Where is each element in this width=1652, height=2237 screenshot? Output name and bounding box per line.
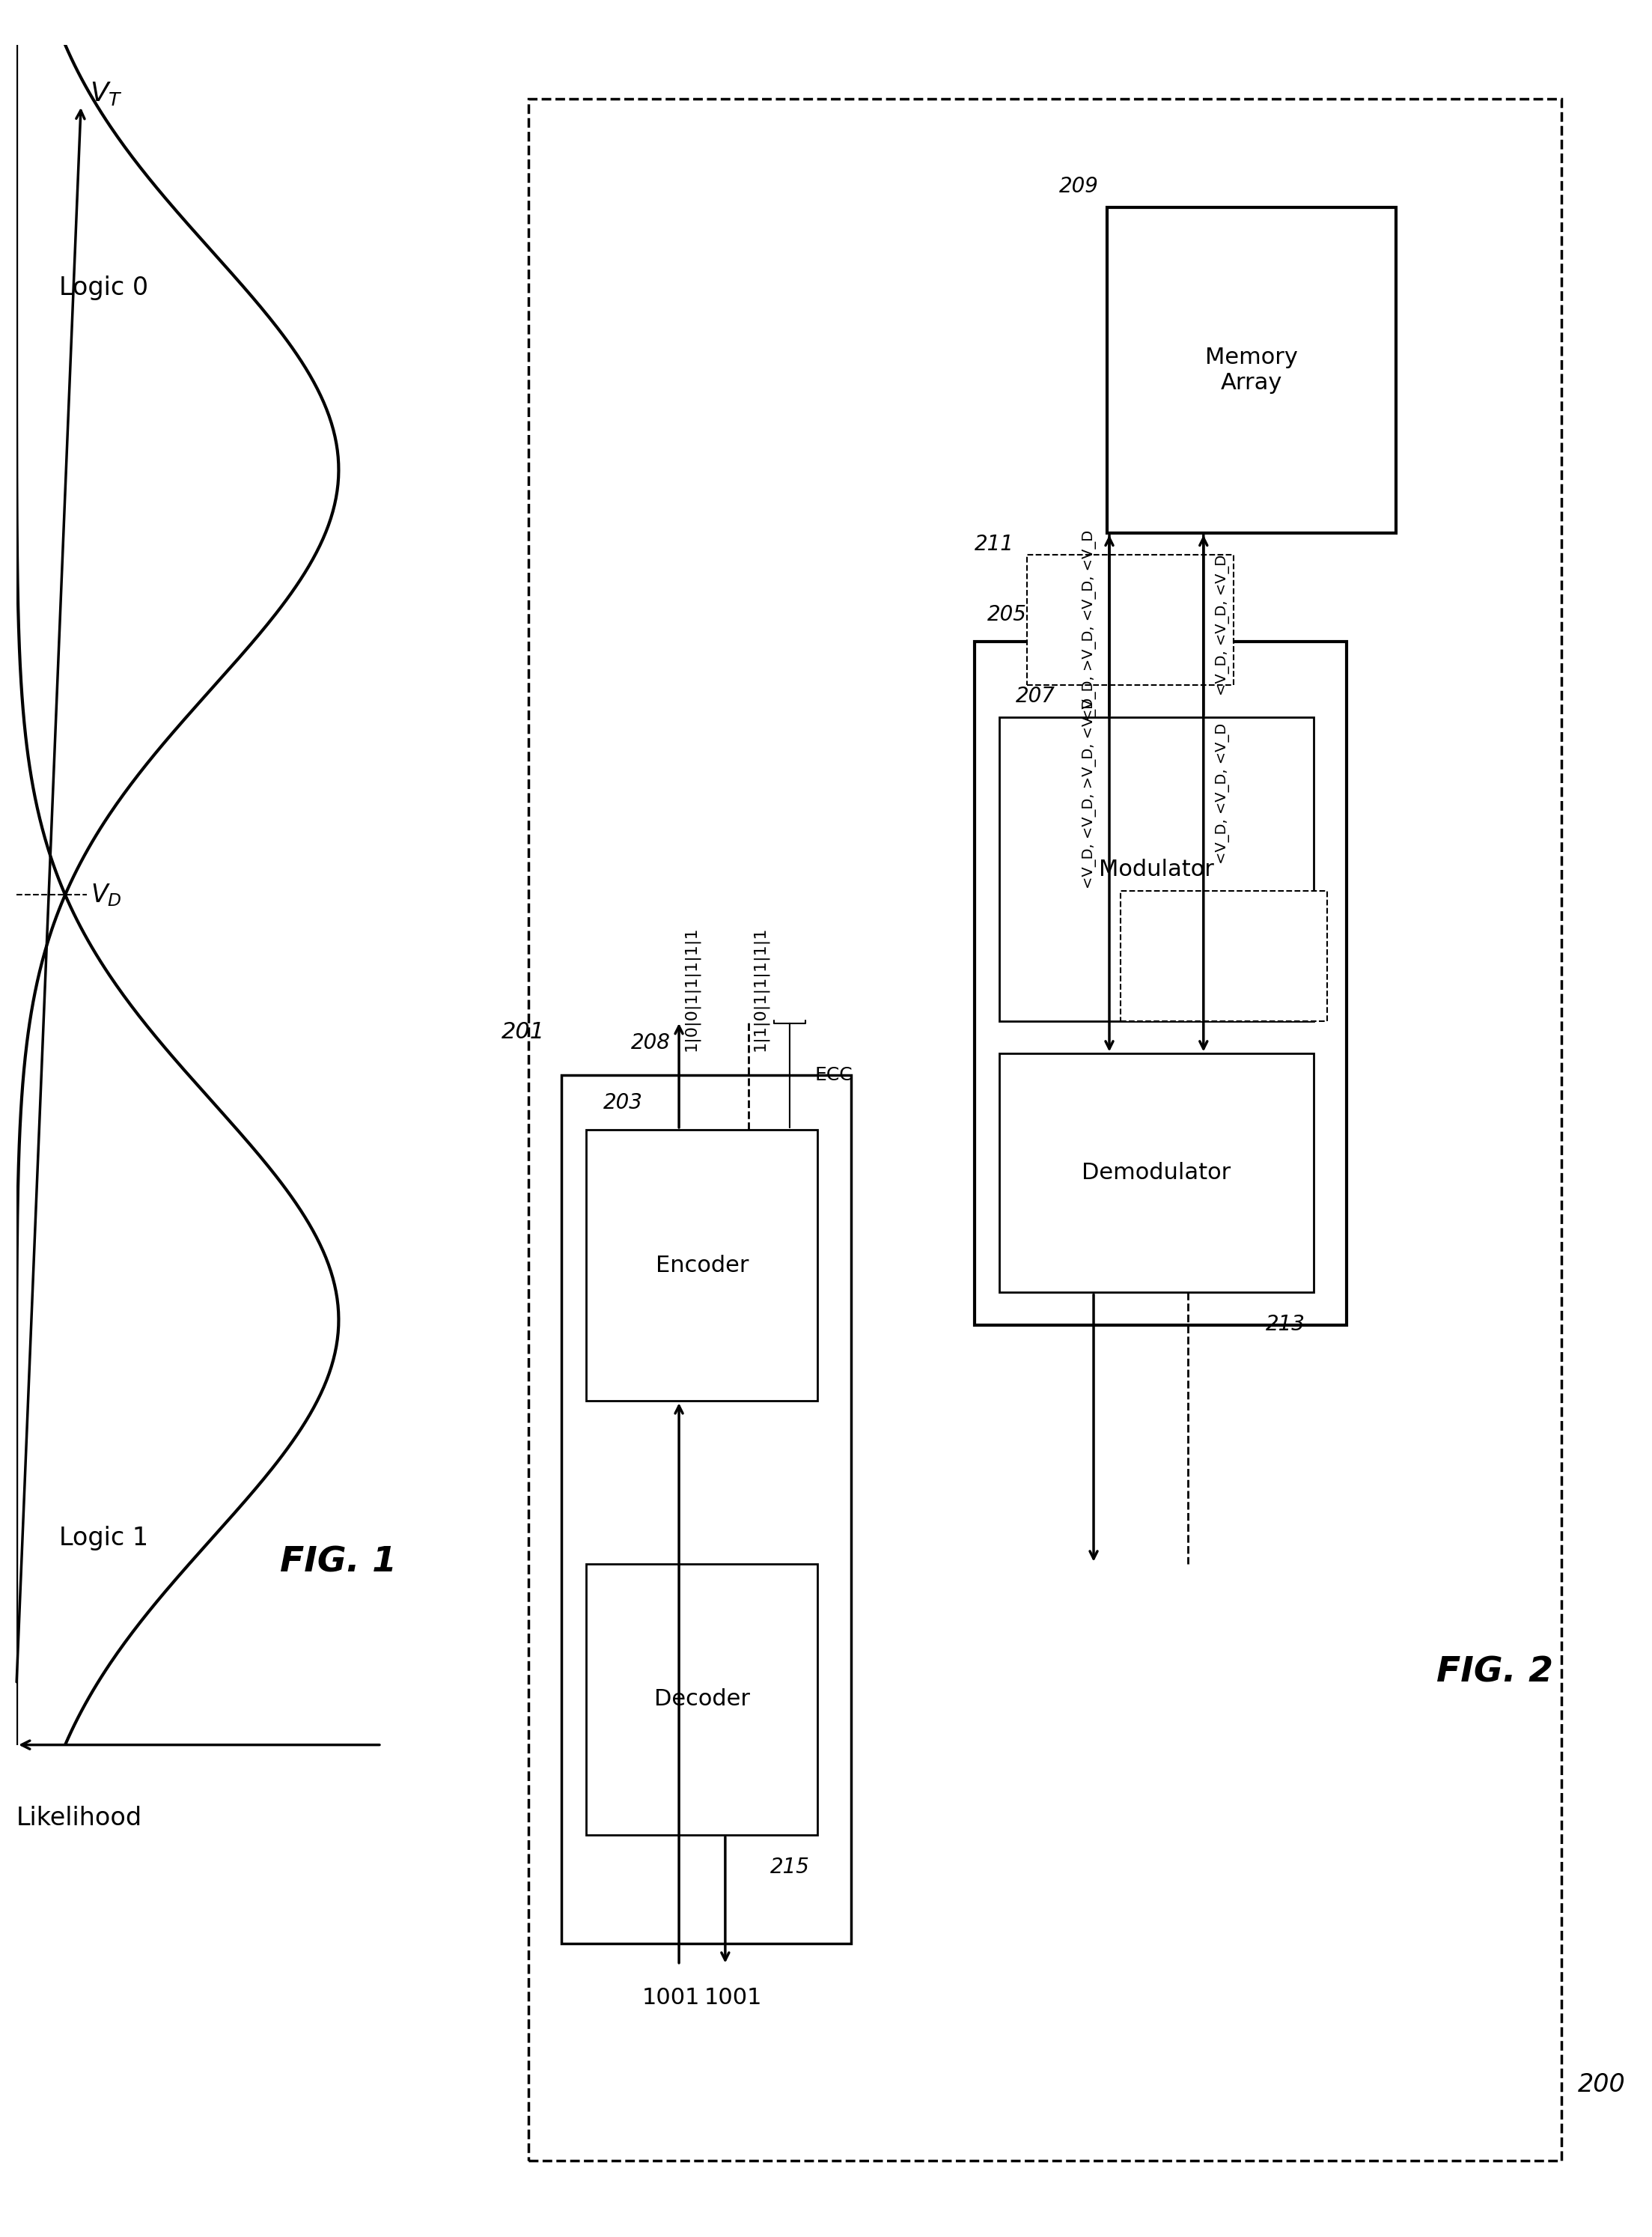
Text: Logic 0: Logic 0 [59, 275, 149, 300]
Bar [529, 98, 1561, 2161]
Text: Likelihood: Likelihood [17, 1805, 142, 1830]
Bar [1028, 555, 1232, 685]
Text: Decoder: Decoder [654, 1689, 750, 1709]
Text: Modulator: Modulator [1099, 859, 1214, 879]
Text: 200: 200 [1578, 2071, 1626, 2096]
Text: FIG. 2: FIG. 2 [1437, 1655, 1553, 1689]
Text: 213: 213 [1265, 1313, 1305, 1335]
Text: 1001: 1001 [641, 1986, 700, 2009]
Text: 207: 207 [1016, 685, 1056, 707]
Text: $V_D$: $V_D$ [91, 881, 122, 908]
Bar [562, 1076, 851, 1944]
Text: <V_D, <V_D, <V_D: <V_D, <V_D, <V_D [1216, 555, 1231, 696]
Bar [975, 642, 1346, 1324]
Bar [586, 1564, 818, 1834]
Text: Demodulator: Demodulator [1082, 1163, 1231, 1183]
Text: 1|1|0|1|1|1|1|1: 1|1|0|1|1|1|1|1 [753, 926, 768, 1051]
Bar [999, 718, 1313, 1022]
Text: Encoder: Encoder [656, 1255, 748, 1275]
Text: 1|0|0|1|1|1|1|1: 1|0|0|1|1|1|1|1 [684, 926, 699, 1051]
Text: 215: 215 [770, 1857, 809, 1877]
Text: 203: 203 [603, 1092, 643, 1114]
Bar [999, 1054, 1313, 1293]
Bar [1107, 208, 1396, 532]
Text: 201: 201 [502, 1020, 545, 1042]
Text: ECC: ECC [814, 1067, 852, 1085]
Text: <V_D, >V_D, <V_D, <V_D: <V_D, >V_D, <V_D, <V_D [1082, 530, 1097, 720]
Text: Logic 1: Logic 1 [59, 1526, 149, 1550]
Text: 209: 209 [1059, 177, 1099, 197]
Text: FIG. 1: FIG. 1 [281, 1546, 396, 1579]
Text: $V_T$: $V_T$ [89, 81, 122, 107]
Text: 211: 211 [975, 535, 1014, 555]
Text: Memory
Array: Memory Array [1204, 347, 1298, 394]
Text: 208: 208 [631, 1031, 671, 1054]
Text: 1001: 1001 [704, 1986, 763, 2009]
Text: <V_D, <V_D, >V_D, <V_D: <V_D, <V_D, >V_D, <V_D [1082, 698, 1097, 888]
Bar [1120, 890, 1327, 1022]
Text: 205: 205 [986, 604, 1026, 624]
Bar [586, 1130, 818, 1400]
Text: <V_D, <V_D, <V_D: <V_D, <V_D, <V_D [1216, 723, 1231, 863]
